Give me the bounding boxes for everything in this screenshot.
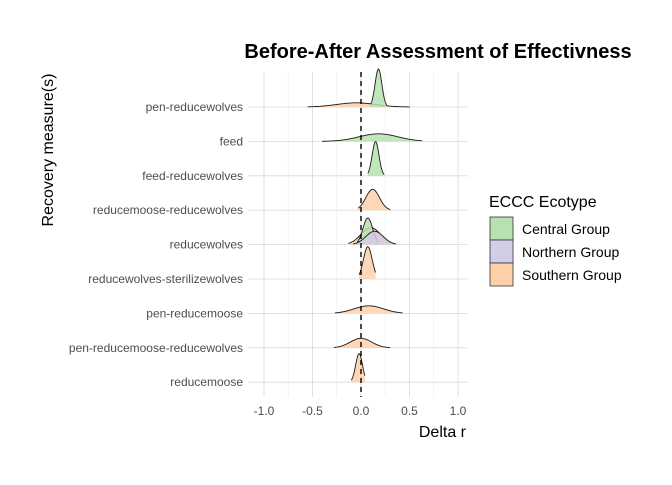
ridge-outline [333,337,391,349]
grid-layer [248,72,468,397]
ridge-fill [367,141,385,176]
legend-swatch [489,216,514,241]
legend-label: Southern Group [522,267,622,283]
y-tick-label: pen-reducemoose-reducewolves [69,341,243,355]
legend-swatch [489,239,514,264]
legend-title: ECCC Ecotype [489,194,597,211]
chart-title: Before-After Assessment of Effectivness [244,41,631,63]
y-tick-label: feed-reducewolves [142,169,243,183]
legend-swatch [489,262,514,287]
ridge-outline [358,246,376,275]
y-tick-label: feed [220,134,243,148]
x-tick-label: -0.5 [302,404,323,418]
y-tick-label: pen-reducewolves [146,100,243,114]
x-tick-label: 1.0 [450,404,467,418]
ridge-outline [334,305,403,314]
legend: ECCC Ecotype Central Group Northern Group… [489,194,622,287]
y-axis-label: Recovery measure(s) [40,74,57,227]
ridge-fill [334,305,403,314]
legend-label: Northern Group [522,244,619,260]
ridge-fill [359,246,376,279]
ridge-outline [367,141,385,175]
ridge-outline [307,102,410,108]
ridge-outline [322,133,423,142]
x-tick-label: -1.0 [254,404,275,418]
ridge-layer [307,68,423,383]
ridge-outline [353,230,397,245]
x-tick-label: 0.5 [401,404,418,418]
legend-label: Central Group [522,221,610,237]
ridge-fill [370,69,388,107]
ridge-fill [358,189,391,211]
ridge-fill [333,338,391,348]
y-tick-label: pen-reducemoose [146,306,243,320]
ridge-outline [357,188,391,210]
y-tick-labels: pen-reducewolves feed feed-reducewolves red… [69,100,243,389]
ridge-outline [350,353,366,381]
y-tick-label: reducemoose-reducewolves [93,203,243,217]
x-axis-label: Delta r [419,424,467,441]
y-tick-label: reducewolves-sterilizewolves [88,272,243,286]
ridge-fill [353,231,396,245]
y-tick-label: reducewolves [170,238,243,252]
y-tick-label: reducemoose [170,375,243,389]
x-tick-label: 0.0 [353,404,370,418]
x-tick-labels: -1.0 -0.5 0.0 0.5 1.0 [254,404,467,418]
ridge-outline [370,68,388,106]
